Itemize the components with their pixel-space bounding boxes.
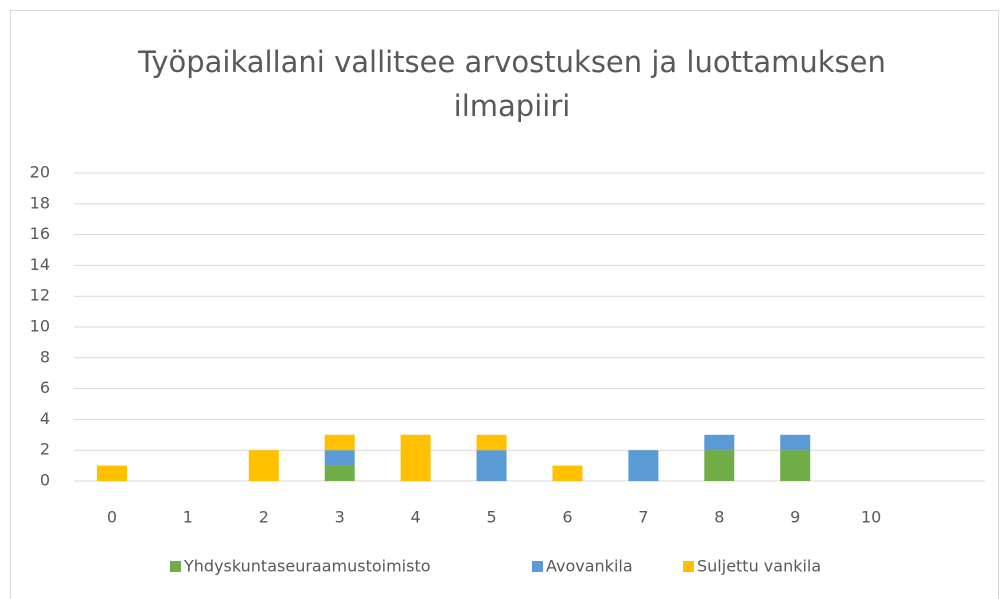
bar [324, 450, 355, 466]
x-tick-label: 10 [861, 508, 881, 527]
y-tick-label: 10 [30, 317, 50, 336]
bar [324, 465, 355, 481]
x-tick-label: 9 [790, 508, 800, 527]
x-tick-label: 3 [335, 508, 345, 527]
legend-label: Yhdyskuntaseuraamustoimisto [183, 557, 431, 576]
y-tick-label: 0 [40, 471, 50, 490]
bar [628, 450, 659, 481]
y-tick-label: 2 [40, 440, 50, 459]
bar [324, 434, 355, 451]
y-tick-label: 16 [30, 224, 50, 243]
bar [476, 434, 507, 451]
bar [552, 465, 583, 481]
bar [400, 434, 431, 481]
y-tick-label: 6 [40, 378, 50, 397]
x-tick-label: 6 [562, 508, 572, 527]
x-tick-label: 5 [486, 508, 496, 527]
legend-swatch [683, 561, 694, 572]
legend-swatch [170, 561, 181, 572]
bar [704, 434, 735, 451]
legend-label: Avovankila [546, 557, 633, 576]
bar [476, 450, 507, 481]
chart-border [10, 10, 999, 599]
bar [780, 450, 811, 481]
x-tick-label: 2 [259, 508, 269, 527]
x-tick-label: 7 [638, 508, 648, 527]
y-tick-label: 14 [30, 255, 50, 274]
y-tick-label: 4 [40, 409, 50, 428]
y-tick-label: 18 [30, 193, 50, 212]
legend-swatch [532, 561, 543, 572]
chart-title: Työpaikallani vallitsee arvostuksen ja l… [138, 45, 886, 123]
x-tick-label: 4 [411, 508, 421, 527]
bar [248, 450, 279, 481]
legend-label: Suljettu vankila [697, 557, 821, 576]
x-tick-label: 0 [107, 508, 117, 527]
bar [780, 434, 811, 451]
y-tick-label: 20 [30, 163, 50, 182]
bar [96, 465, 127, 481]
x-tick-label: 1 [183, 508, 193, 527]
bar [704, 450, 735, 481]
y-tick-label: 12 [30, 286, 50, 305]
y-tick-label: 8 [40, 347, 50, 366]
x-tick-label: 8 [714, 508, 724, 527]
